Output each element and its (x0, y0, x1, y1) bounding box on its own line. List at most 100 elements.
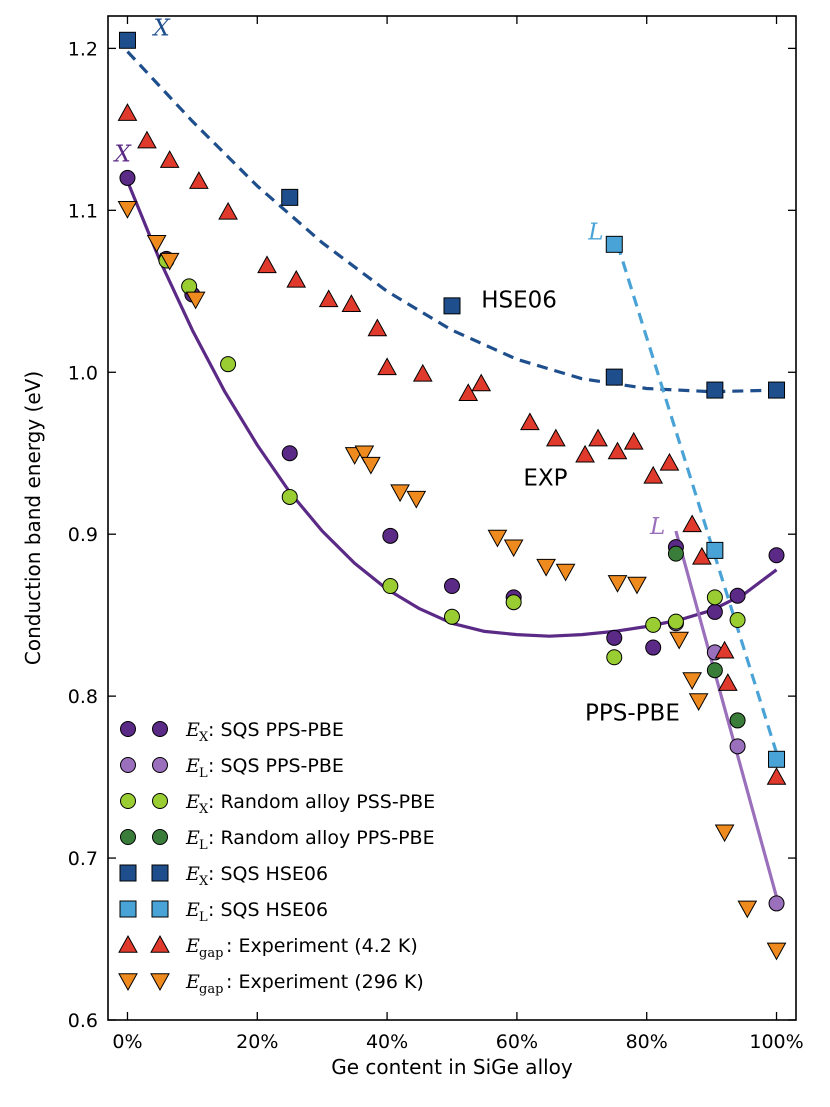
el-random-pps-point (667, 545, 684, 562)
ex-sqs-pps-point (706, 603, 723, 620)
ex-sqs-pps-point (281, 445, 298, 462)
ex-sqs-pps-legend-marker (152, 721, 168, 737)
el-sqs-hse-point (605, 235, 623, 253)
y-tick-label: 1.0 (68, 362, 98, 384)
ex-random-pss-point (667, 613, 684, 630)
legend-subscript: gap (199, 946, 223, 961)
el-sqs-pps-point (768, 895, 785, 912)
y-tick-label: 0.9 (68, 524, 98, 546)
ex-sqs-pps-point (606, 629, 623, 646)
y-tick-label: 0.7 (68, 848, 98, 870)
egap-exp-296k-point (688, 693, 709, 712)
ex-sqs-pps-point (444, 578, 460, 595)
legend-label: : SQS PPS-PBE (208, 755, 344, 777)
ex-random-pss-point (382, 578, 399, 595)
egap-exp-4k-point (471, 373, 492, 392)
egap-exp-4k-point (682, 514, 703, 533)
ex-sqs-hse-point (443, 297, 461, 315)
egap-exp-296k-point (607, 575, 628, 593)
legend-label: : Experiment (296 K) (226, 971, 424, 993)
egap-exp-296k-point (487, 529, 508, 548)
ex-sqs-hse-point (768, 381, 786, 399)
egap-exp-296k-legend-marker (118, 973, 138, 992)
egap-exp-296k-point (714, 824, 735, 843)
legend-symbol: E (185, 971, 200, 993)
egap-exp-4k-point (714, 640, 735, 659)
exp-label: EXP (523, 466, 567, 492)
egap-exp-4k-point (623, 431, 644, 450)
legend-label: : SQS PPS-PBE (208, 719, 344, 741)
ex-sqs-pps-point (119, 169, 136, 186)
ex-random-pss-point (220, 356, 237, 373)
plot-frame (107, 15, 797, 1021)
egap-exp-4k-point (341, 294, 362, 312)
fit-pps-l-line (674, 530, 779, 898)
ex-sqs-pps-point (768, 547, 785, 564)
egap-exp-4k-point (607, 441, 628, 460)
egap-exp-296k-point (669, 631, 690, 650)
legend-label: : SQS HSE06 (208, 899, 328, 921)
legend-subscript: L (199, 766, 208, 781)
ex-random-pss-point (645, 616, 662, 633)
egap-exp-296k-point (146, 235, 167, 253)
egap-exp-296k-point (406, 490, 427, 509)
egap-exp-296k-point (503, 539, 524, 558)
ex-random-pss-legend-marker (120, 793, 136, 809)
ex-sqs-hse-point (118, 31, 136, 49)
legend-symbol: E (185, 791, 200, 813)
legend-symbol: E (185, 755, 200, 777)
egap-exp-4k-point (159, 150, 180, 168)
ex-sqs-pps-point (729, 587, 746, 604)
egap-exp-4k-point (520, 412, 540, 431)
ex-random-pss-point (181, 278, 198, 295)
egap-exp-4k-legend-marker (118, 934, 138, 953)
fit-pps-x-line (126, 180, 778, 638)
el-random-pps-point (729, 712, 746, 729)
egap-exp-4k-point (545, 428, 566, 447)
ex-sqs-hse-point (605, 368, 623, 386)
legend-subscript: L (199, 910, 208, 925)
egap-exp-4k-point (257, 255, 277, 274)
legend-symbol: E (185, 899, 200, 921)
ex-random-pss-point (444, 608, 460, 625)
ex-sqs-hse-point (281, 188, 299, 206)
egap-exp-4k-point (189, 171, 209, 189)
el-sqs-hse-legend-marker (151, 900, 169, 918)
egap-exp-296k-point (766, 942, 787, 961)
x-tick-label: 60% (496, 1031, 538, 1053)
egap-exp-4k-point (367, 318, 388, 337)
egap-exp-4k-point (643, 465, 664, 484)
ex-random-pss-point (706, 589, 723, 606)
egap-exp-4k-point (659, 452, 680, 471)
legend-subscript: X (199, 874, 209, 889)
el-random-pps-legend-marker (152, 829, 168, 845)
el-sqs-hse-point (706, 541, 724, 559)
l-hse-label: L (587, 219, 603, 245)
el-random-pps-point (706, 662, 723, 679)
el-sqs-pps-legend-marker (152, 757, 168, 773)
egap-exp-296k-point (185, 291, 206, 310)
x-tick-label: 100% (749, 1031, 803, 1053)
egap-exp-296k-point (737, 900, 758, 919)
ex-sqs-pps-legend-marker (120, 721, 136, 737)
l-pps-label: L (649, 514, 665, 540)
legend-symbol: E (185, 863, 200, 885)
egap-exp-296k-point (390, 484, 410, 503)
legend-label: : Experiment (4.2 K) (226, 935, 418, 957)
egap-exp-4k-point (717, 673, 738, 691)
egap-exp-296k-point (555, 563, 576, 582)
ex-random-pss-point (729, 612, 746, 629)
el-random-pps-legend-marker (120, 829, 136, 845)
y-tick-label: 1.2 (68, 38, 98, 60)
egap-exp-296k-point (627, 576, 647, 595)
egap-exp-4k-point (137, 130, 157, 149)
